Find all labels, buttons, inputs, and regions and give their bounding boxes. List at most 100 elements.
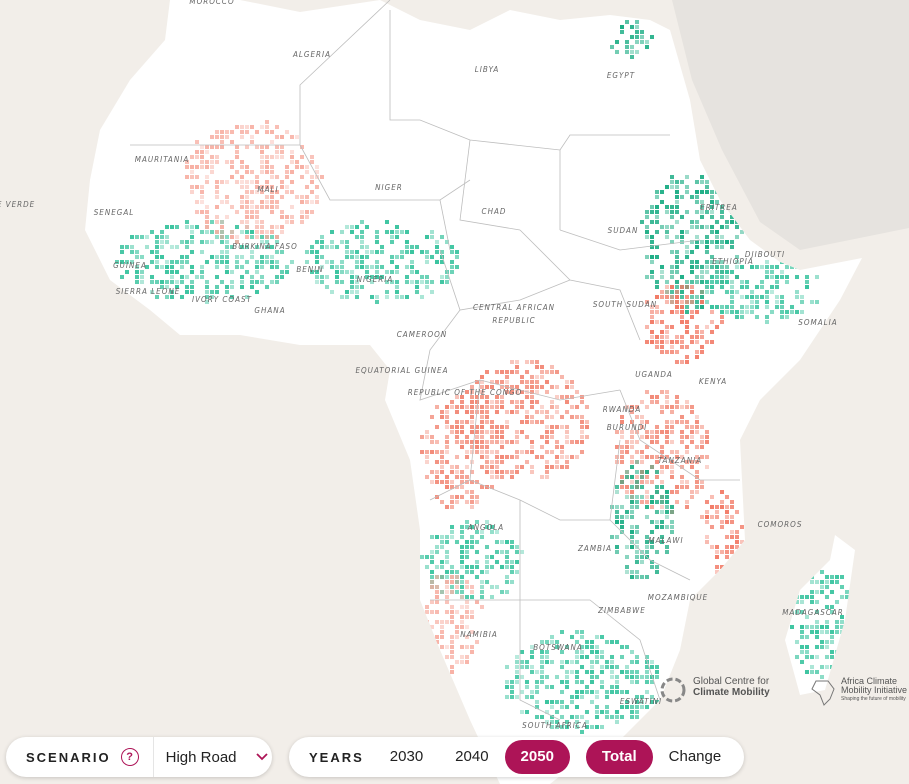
heat-cell [430,560,434,564]
heat-cell [400,295,404,299]
heat-cell [435,640,439,644]
heat-cell [730,220,734,224]
heat-cell [685,360,689,364]
heat-cell [310,200,314,204]
heat-cell [590,675,594,679]
heat-cell [220,145,224,149]
heat-cell [580,730,584,734]
heat-cell [470,425,474,429]
heat-cell [665,230,669,234]
heat-cell [455,635,459,639]
heat-cell [300,200,304,204]
heat-cell [575,630,579,634]
heat-cell [575,455,579,459]
heat-cell [620,435,624,439]
heat-cell [695,485,699,489]
heat-cell [445,485,449,489]
heat-cell [650,565,654,569]
heat-cell [665,350,669,354]
heat-cell [310,270,314,274]
heat-cell [795,640,799,644]
heat-cell [665,295,669,299]
heat-cell [215,155,219,159]
heat-cell [550,430,554,434]
heat-cell [665,420,669,424]
heat-cell [700,270,704,274]
heat-cell [275,235,279,239]
acmi-line2: Mobility Initiative [841,685,908,695]
heat-cell [290,205,294,209]
heat-cell [460,645,464,649]
heat-cell [630,670,634,674]
toggle-option[interactable]: Total [585,740,653,774]
toggle-option[interactable]: 2040 [455,748,489,765]
heat-cell [560,690,564,694]
help-icon[interactable]: ? [120,748,139,766]
heat-cell [265,170,269,174]
heat-cell [265,185,269,189]
heat-cell [645,275,649,279]
heat-cell [245,205,249,209]
heat-cell [425,250,429,254]
heat-cell [830,605,834,609]
heat-cell [210,240,214,244]
heat-cell [160,265,164,269]
heat-cell [490,450,494,454]
heat-cell [645,665,649,669]
heat-cell [300,210,304,214]
heat-cell [635,495,639,499]
heat-cell [545,720,549,724]
heat-cell [535,380,539,384]
toggle-option[interactable]: Change [668,748,722,765]
heat-cell [615,545,619,549]
heat-cell [655,285,659,289]
heat-cell [720,520,724,524]
heat-cell [560,415,564,419]
heat-cell [615,550,619,554]
heat-cell [780,305,784,309]
heat-cell [540,655,544,659]
heat-cell [460,470,464,474]
heat-cell [430,660,434,664]
heat-cell [455,420,459,424]
heat-cell [665,235,669,239]
heat-cell [660,445,664,449]
heat-cell [665,440,669,444]
toggle-option[interactable]: 2050 [504,740,570,774]
heat-cell [650,695,654,699]
heat-cell [500,470,504,474]
heat-cell [550,435,554,439]
heat-cell [645,430,649,434]
heat-cell [235,225,239,229]
heat-cell [725,510,729,514]
heat-cell [645,230,649,234]
heat-cell [530,650,534,654]
heat-cell [265,230,269,234]
heat-cell [315,240,319,244]
scenario-dropdown[interactable]: High Road [165,748,237,766]
heat-cell [645,655,649,659]
toggle-option[interactable]: 2030 [389,748,424,765]
heat-cell [535,400,539,404]
heat-cell [125,245,129,249]
heat-cell [685,210,689,214]
heat-cell [660,480,664,484]
heat-cell [465,475,469,479]
heat-cell [115,260,119,264]
heat-cell [225,160,229,164]
heat-cell [730,515,734,519]
heat-cell [440,460,444,464]
heat-cell [210,255,214,259]
heat-cell [330,245,334,249]
heat-cell [530,390,534,394]
heat-cell [745,295,749,299]
heat-cell [430,635,434,639]
heat-cell [635,470,639,474]
heat-cell [545,710,549,714]
heat-cell [550,415,554,419]
heat-cell [260,125,264,129]
heat-cell [515,455,519,459]
heat-cell [675,295,679,299]
heat-cell [695,475,699,479]
heat-cell [615,665,619,669]
